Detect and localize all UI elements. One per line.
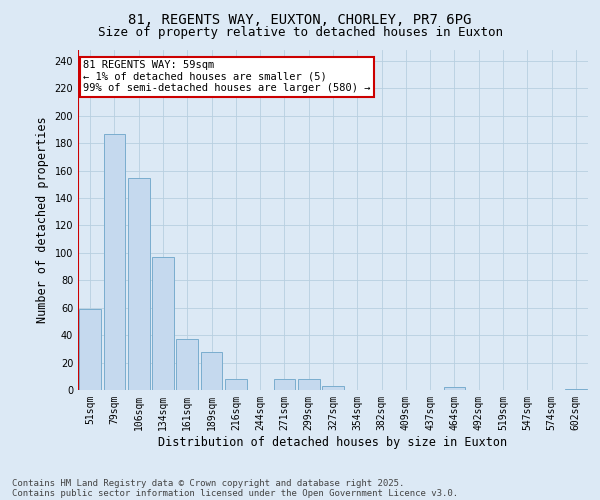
Text: 81, REGENTS WAY, EUXTON, CHORLEY, PR7 6PG: 81, REGENTS WAY, EUXTON, CHORLEY, PR7 6P… [128, 12, 472, 26]
Bar [152, 257, 174, 390]
Bar [274, 379, 295, 390]
Bar [104, 134, 125, 390]
Bar [225, 379, 247, 390]
Bar [200, 352, 223, 390]
Y-axis label: Number of detached properties: Number of detached properties [36, 116, 49, 324]
Bar [79, 309, 101, 390]
Bar [443, 388, 466, 390]
X-axis label: Distribution of detached houses by size in Euxton: Distribution of detached houses by size … [158, 436, 508, 448]
Text: Size of property relative to detached houses in Euxton: Size of property relative to detached ho… [97, 26, 503, 39]
Bar [176, 340, 198, 390]
Bar [322, 386, 344, 390]
Text: 81 REGENTS WAY: 59sqm
← 1% of detached houses are smaller (5)
99% of semi-detach: 81 REGENTS WAY: 59sqm ← 1% of detached h… [83, 60, 371, 94]
Bar [565, 388, 587, 390]
Text: Contains HM Land Registry data © Crown copyright and database right 2025.: Contains HM Land Registry data © Crown c… [12, 478, 404, 488]
Text: Contains public sector information licensed under the Open Government Licence v3: Contains public sector information licen… [12, 488, 458, 498]
Bar [128, 178, 149, 390]
Bar [298, 379, 320, 390]
